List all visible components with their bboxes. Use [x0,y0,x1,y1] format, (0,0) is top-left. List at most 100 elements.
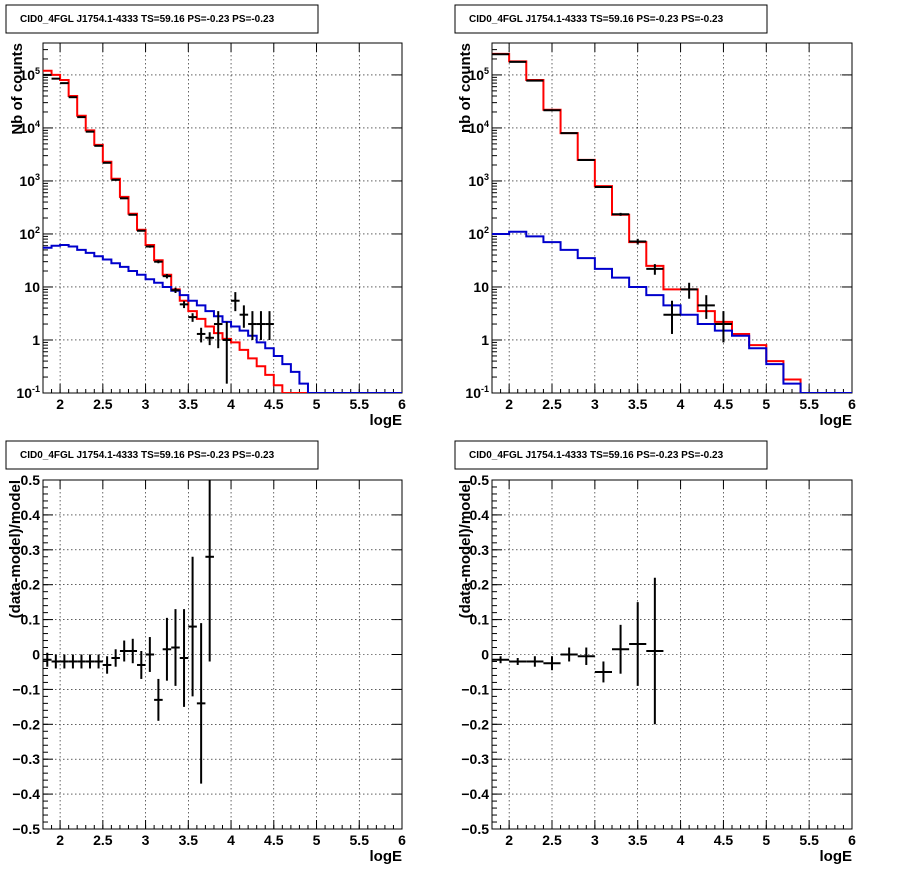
data-point [60,654,69,669]
y-axis-label: nb of counts [457,43,474,133]
y-tick-label: 104 [19,119,40,136]
x-tick-label: 2.5 [93,396,113,412]
x-tick-label: 5.5 [799,396,819,412]
y-tick-label: 103 [19,172,40,189]
y-tick-label: −0.4 [12,786,40,802]
data-point [492,656,510,664]
data-point [145,245,155,248]
x-tick-label: 4.5 [714,396,734,412]
title-frame [5,4,319,34]
y-tick-label: −0.5 [461,821,489,837]
y-tick-label: −0.3 [461,751,489,767]
x-tick-label: 4 [677,832,685,848]
data-point [196,623,206,784]
x-tick-label: 2 [505,832,513,848]
data-point [205,480,214,662]
data-point [239,305,249,328]
data-point [560,132,578,135]
data-point [77,654,86,669]
data-point [492,53,510,56]
x-tick-label: 2.5 [542,396,562,412]
data-point [85,654,95,669]
x-tick-label: 4 [227,832,235,848]
data-point [128,213,138,216]
x-tick-label: 2.5 [542,832,562,848]
data-point [94,144,103,147]
data-point [119,640,129,662]
data-point [612,212,630,216]
y-tick-label: 103 [468,172,489,189]
x-tick-label: 5 [762,396,770,412]
y-tick-label: 104 [468,119,489,136]
data-point [594,661,612,683]
data-point [171,609,180,686]
x-tick-label: 2 [505,396,513,412]
plot-area [492,577,664,725]
title-frame [454,440,768,470]
data-point [577,647,595,665]
data-point [43,652,52,667]
data-point [680,282,698,299]
background-model-step-line [492,230,852,393]
data-point [629,238,647,245]
x-axis-label: logE [820,848,853,865]
y-axis-label: (data-model)/model [457,480,474,618]
plot-frame [42,42,403,394]
x-tick-label: 2 [56,396,64,412]
x-axis-label: logE [820,412,853,429]
data-point [646,577,664,725]
data-point [577,159,595,162]
chart-title: CID0_4FGL J1754.1-4333 TS=59.16 PS=-0.23… [20,14,275,25]
chart-title: CID0_4FGL J1754.1-4333 TS=59.16 PS=-0.23… [469,14,724,25]
data-point [646,264,664,275]
y-tick-label: 0.4 [470,507,490,523]
plot-area [492,52,852,393]
data-point [154,678,163,721]
data-point [119,197,129,200]
x-tick-label: 3.5 [628,396,648,412]
data-point [162,617,172,681]
y-tick-label: 10 [473,279,489,295]
data-point [128,638,138,664]
x-tick-label: 4.5 [264,396,284,412]
chart-title-box: CID0_4FGL J1754.1-4333 TS=59.16 PS=-0.23… [454,440,768,470]
plot-frame [491,42,853,394]
data-point [248,311,257,340]
x-tick-label: 6 [848,832,856,848]
title-frame [454,4,768,34]
data-point [111,649,120,667]
data-point [663,300,681,334]
y-tick-label: 0.1 [470,612,490,628]
data-point [85,130,95,133]
x-tick-label: 3.5 [179,396,199,412]
y-tick-label: 10-1 [16,384,40,401]
data-point [77,116,86,119]
x-tick-label: 5.5 [799,832,819,848]
y-axis-label: (data-model)/model [7,480,24,618]
y-tick-label: 105 [19,66,40,83]
data-point [137,651,146,679]
x-tick-label: 2 [56,832,64,848]
data-point [179,609,189,707]
x-tick-label: 4.5 [714,832,734,848]
title-frame [5,440,319,470]
chart-panel-1: CID0_4FGL J1754.1-4333 TS=59.16 PS=-0.23… [5,4,406,429]
plot-frame [491,479,853,830]
x-tick-label: 4 [677,396,685,412]
x-tick-label: 6 [398,396,406,412]
x-tick-label: 5 [313,832,321,848]
chart-panel-3: CID0_4FGL J1754.1-4333 TS=59.16 PS=-0.23… [5,440,406,865]
data-point [222,321,232,384]
data-point [188,313,197,322]
data-point [265,311,274,340]
data-point [629,602,647,686]
chart-title-box: CID0_4FGL J1754.1-4333 TS=59.16 PS=-0.23… [5,4,319,34]
data-point [509,60,527,63]
x-axis-label: logE [370,848,403,865]
data-point [697,295,715,319]
data-point [526,656,544,667]
data-point [188,556,197,697]
y-tick-label: −0.1 [12,681,40,697]
data-point [162,274,172,279]
